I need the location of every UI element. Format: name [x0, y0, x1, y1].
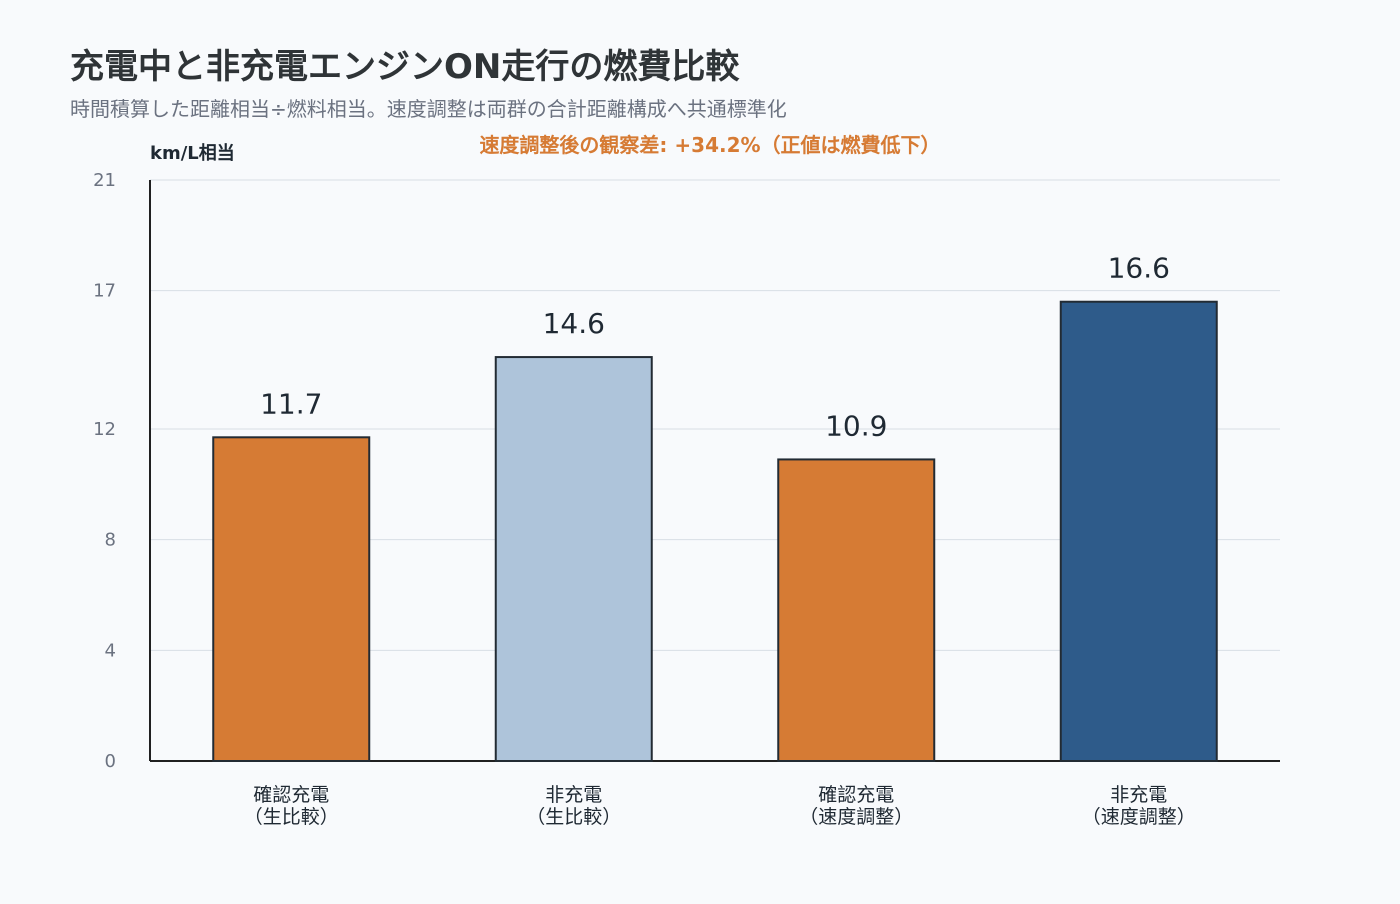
category-label-3-line-1: 確認充電 — [818, 784, 894, 806]
category-label-3: 確認充電（速度調整） — [799, 784, 913, 828]
y-tick-label-12: 12 — [93, 419, 116, 440]
bar-3 — [777, 458, 936, 762]
y-axis-label: km/L相当 — [150, 142, 235, 164]
category-label-3-line-2: （速度調整） — [799, 806, 913, 828]
bars — [212, 300, 1218, 762]
category-label-4: 非充電（速度調整） — [1082, 784, 1196, 828]
category-labels: 確認充電（生比較）非充電（生比較）確認充電（速度調整）非充電（速度調整） — [244, 784, 1196, 828]
y-axis-ticks: 0 4 8 12 17 21 — [93, 170, 116, 772]
value-label-4: 16.6 — [1108, 252, 1170, 285]
category-label-2-line-2: （生比較） — [526, 806, 621, 828]
value-label-3: 10.9 — [825, 409, 887, 442]
bar-1 — [212, 436, 371, 762]
bar-2 — [494, 356, 653, 762]
y-tick-label-0: 0 — [105, 751, 116, 772]
value-label-1: 11.7 — [260, 387, 322, 420]
chart-subtitle: 時間積算した距離相当÷燃料相当。速度調整は両群の合計距離構成へ共通標準化 — [70, 97, 787, 121]
observed-difference-annotation: 速度調整後の観察差: +34.2%（正値は燃費低下） — [479, 133, 940, 157]
category-label-4-line-2: （速度調整） — [1082, 806, 1196, 828]
bar-4 — [1059, 300, 1218, 762]
chart-title: 充電中と非充電エンジンON走行の燃費比較 — [70, 47, 740, 87]
category-label-1-line-1: 確認充電 — [253, 784, 329, 806]
y-tick-label-21: 21 — [93, 170, 116, 191]
y-tick-label-17: 17 — [93, 281, 116, 302]
y-tick-label-4: 4 — [105, 640, 116, 661]
category-label-1-line-2: （生比較） — [244, 806, 339, 828]
category-label-4-line-1: 非充電 — [1110, 784, 1167, 806]
category-label-2: 非充電（生比較） — [526, 784, 621, 828]
value-label-2: 14.6 — [543, 307, 605, 340]
category-label-1: 確認充電（生比較） — [244, 784, 339, 828]
category-label-2-line-1: 非充電 — [545, 784, 602, 806]
value-labels: 11.7 14.6 10.9 16.6 — [260, 252, 1170, 443]
y-tick-label-8: 8 — [105, 530, 116, 551]
